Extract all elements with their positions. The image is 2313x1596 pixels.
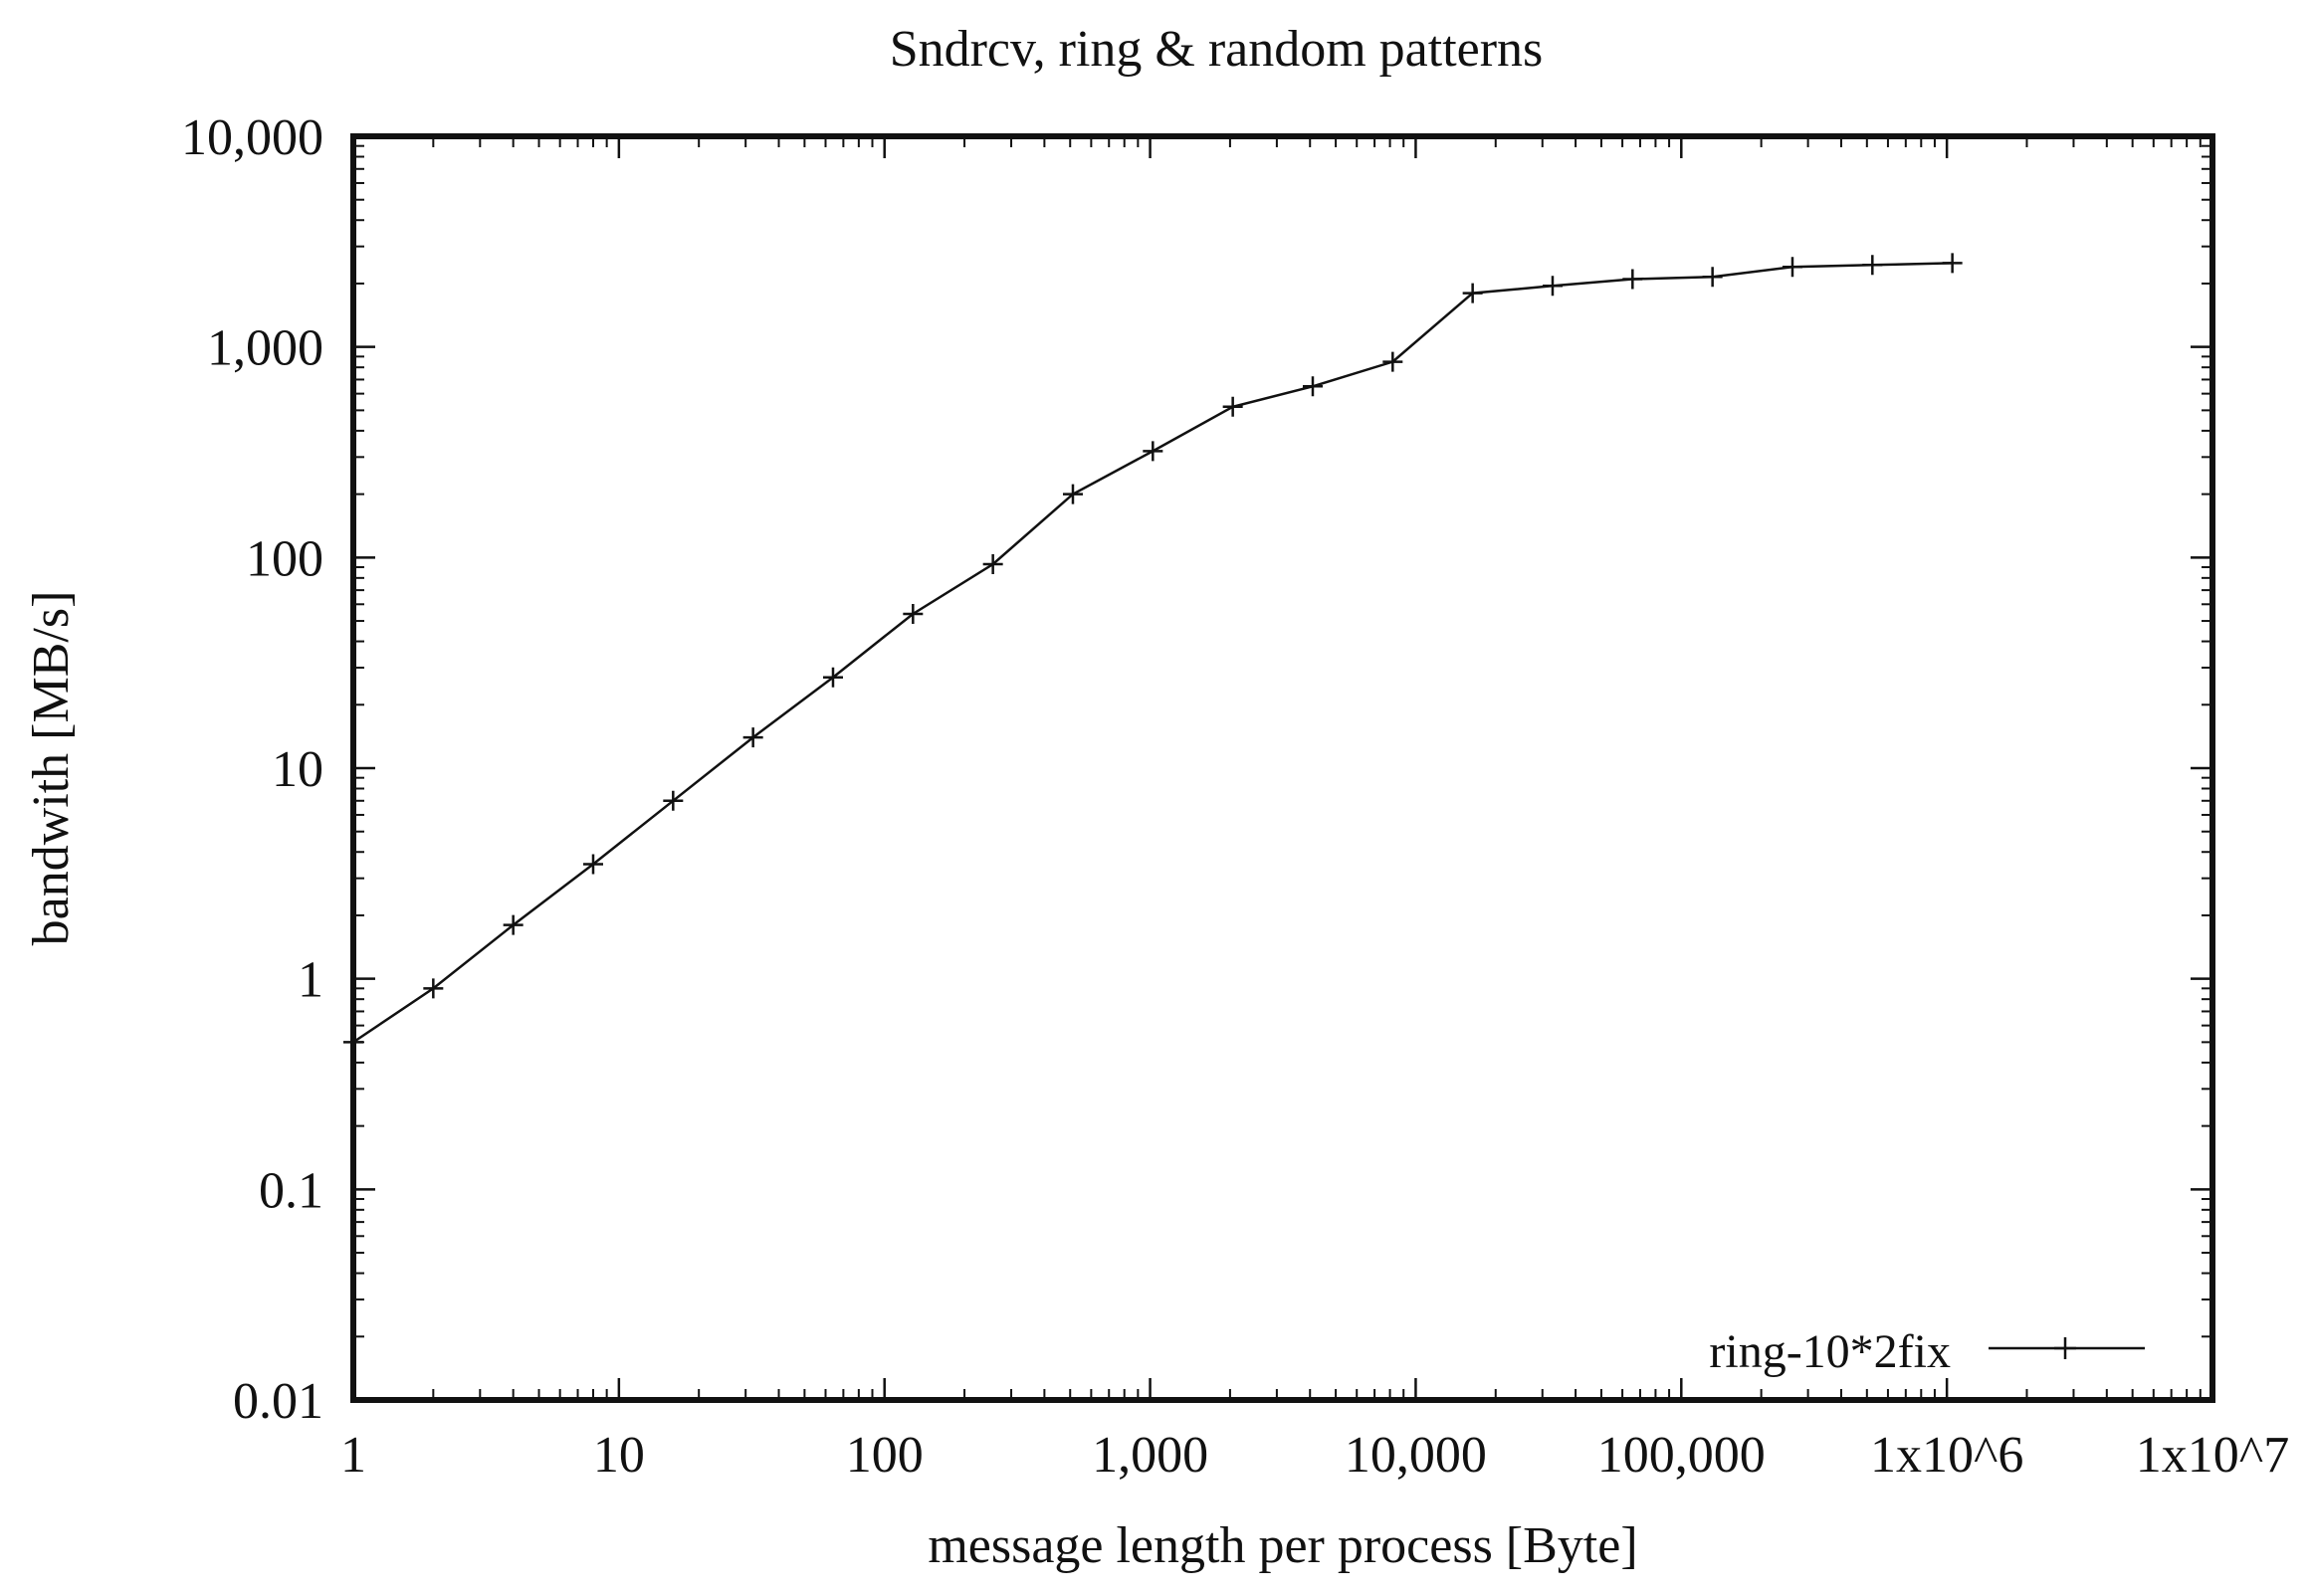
x-tick-label: 1 [340,1427,366,1484]
data-point [982,554,1003,575]
data-point [1382,351,1403,372]
x-tick-label: 100 [846,1427,924,1484]
data-point [503,914,524,935]
x-tick-label: 100,000 [1597,1427,1766,1484]
legend-marker [2054,1337,2076,1359]
y-tick-label: 10 [272,741,323,798]
data-point [1462,283,1483,303]
plot-frame [350,133,2215,1403]
data-point [822,667,843,688]
series-line [352,262,1953,1044]
legend-label: ring-10*2fix [1709,1325,1951,1378]
ticks [351,134,2214,1402]
series-group [343,253,1963,1053]
y-tick-label: 10,000 [181,109,323,166]
y-axis-label: bandwith [MB/s] [23,591,80,946]
data-point [1062,484,1083,504]
x-tick-label: 1x10^7 [2136,1427,2289,1484]
chart-title: Sndrcv, ring & random patterns [890,21,1544,78]
y-tick-label: 0.01 [233,1373,323,1430]
y-tick-label: 0.1 [259,1162,323,1219]
data-point [1542,276,1563,297]
data-point [1942,253,1963,274]
y-tick-label: 100 [246,530,323,587]
data-point [1622,269,1643,290]
data-point [343,1032,363,1053]
data-point [1782,257,1802,278]
legend: ring-10*2fix [1709,1325,2145,1378]
data-point [1862,255,1883,276]
tick-labels: 1 10 100 1,000 10,000 100,000 1x10^6 1x10^7 0.01… [181,109,2289,1484]
x-tick-label: 10 [593,1427,645,1484]
data-point [423,978,444,999]
data-point [663,790,684,811]
x-tick-label: 1,000 [1092,1427,1208,1484]
data-point [1143,441,1163,462]
data-point [1222,396,1243,417]
data-point [903,603,924,624]
data-point [742,727,763,748]
x-tick-label: 10,000 [1345,1427,1487,1484]
y-tick-label: 1 [298,952,323,1009]
y-tick-label: 1,000 [207,320,323,377]
x-axis-label: message length per process [Byte] [928,1517,1637,1574]
data-point [1702,267,1723,288]
data-point [1302,376,1323,397]
x-tick-label: 1x10^6 [1870,1427,2023,1484]
data-point [582,854,603,875]
